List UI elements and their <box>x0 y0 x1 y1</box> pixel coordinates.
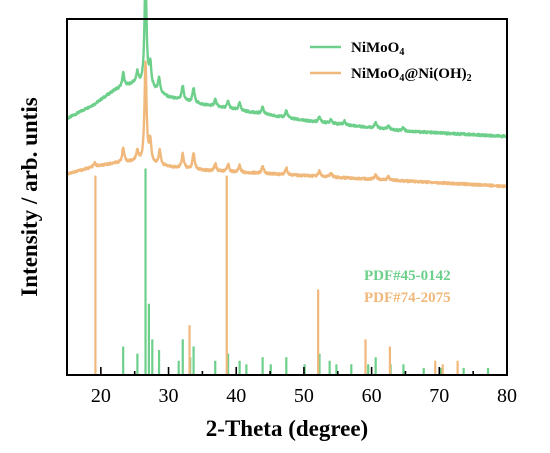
x-tick-label-70: 70 <box>429 385 449 407</box>
reference-labels: PDF#45-0142 PDF#74-2075 <box>364 268 451 306</box>
x-tick-label-30: 30 <box>159 385 179 407</box>
series-line-1 <box>65 0 508 139</box>
x-tick-label-40: 40 <box>226 385 246 407</box>
x-tick-label-20: 20 <box>91 385 111 407</box>
ref-label-2: PDF#74-2075 <box>364 290 451 306</box>
y-axis-title: Intensity / arb. untis <box>17 97 42 296</box>
legend-label-2: NiMoO4@Ni(OH)2 <box>351 66 472 84</box>
reference-lines <box>94 168 490 375</box>
plot-frame <box>66 18 508 376</box>
series-lines <box>65 0 508 189</box>
ref-label-1: PDF#45-0142 <box>364 268 451 284</box>
x-axis-title: 2-Theta (degree) <box>206 416 368 441</box>
x-tick-label-60: 60 <box>362 385 382 407</box>
x-tick-label-50: 50 <box>294 385 314 407</box>
legend: NiMoO4 NiMoO4@Ni(OH)2 <box>310 40 472 84</box>
legend-label-1: NiMoO4 <box>351 40 404 58</box>
x-axis-ticks: 20 30 40 50 60 70 80 <box>66 367 517 407</box>
series-line-2 <box>65 60 508 189</box>
x-tick-label-80: 80 <box>497 385 517 407</box>
